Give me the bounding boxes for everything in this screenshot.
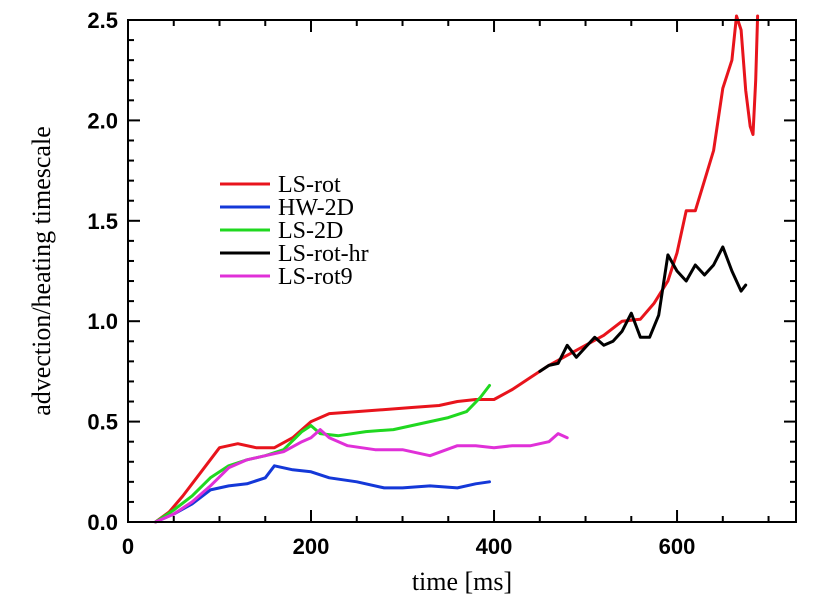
- x-axis: 0 200 400 600: [122, 20, 770, 559]
- series-line-hw-2d: [154, 464, 491, 524]
- plot-frame: [127, 19, 797, 523]
- x-tick-label: 400: [476, 534, 513, 559]
- y-axis-title: advection/heating timescale: [27, 126, 56, 416]
- y-tick-label: 0.5: [87, 410, 118, 435]
- y-tick-label: 1.5: [87, 209, 118, 234]
- x-tick-label: 0: [122, 534, 134, 559]
- x-tick-label: 200: [293, 534, 330, 559]
- y-axis: 0.0 0.5 1.0 1.5 2.0 2.5: [87, 8, 796, 535]
- series-line-ls-rot9: [154, 428, 569, 524]
- y-tick-label: 0.0: [87, 510, 118, 535]
- legend-label-ls-rot9: LS-rot9: [278, 264, 353, 290]
- series-line-ls-rot-hr: [538, 245, 748, 373]
- y-tick-label: 1.0: [87, 309, 118, 334]
- legend-label-ls-rot-hr: LS-rot-hr: [278, 241, 369, 267]
- y-tick-label: 2.5: [87, 8, 118, 33]
- series-layer: [154, 14, 760, 524]
- y-tick-label: 2.0: [87, 108, 118, 133]
- legend-label-ls-2d: LS-2D: [278, 218, 343, 244]
- series-line-ls-2d: [154, 384, 491, 524]
- legend-label-hw-2d: HW-2D: [278, 195, 354, 221]
- x-tick-label: 600: [659, 534, 696, 559]
- x-axis-title: time [ms]: [412, 567, 512, 596]
- legend-label-ls-rot: LS-rot: [278, 172, 341, 198]
